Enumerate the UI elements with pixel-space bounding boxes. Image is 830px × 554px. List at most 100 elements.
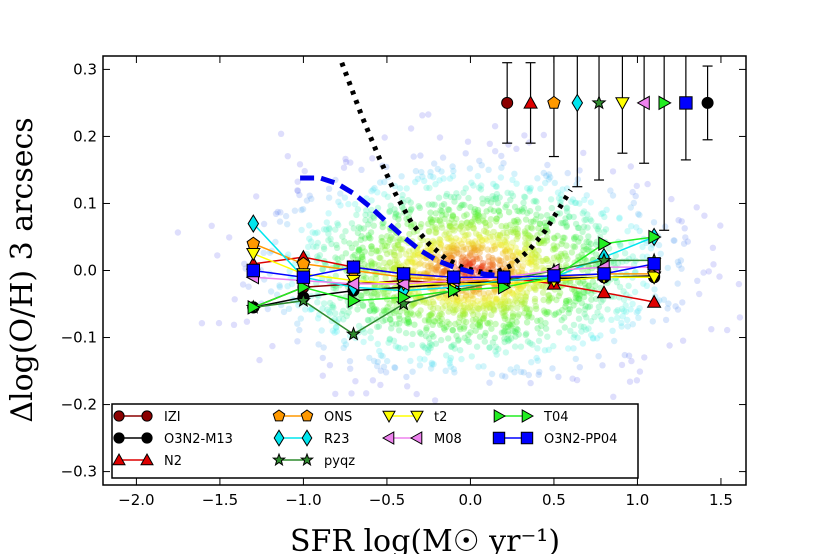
- scatter-point: [501, 338, 508, 346]
- scatter-point: [527, 258, 535, 265]
- scatter-point: [529, 341, 536, 348]
- scatter-point: [531, 298, 539, 305]
- scatter-point: [314, 315, 322, 322]
- scatter-point: [428, 218, 435, 226]
- scatter-point: [455, 336, 462, 343]
- scatter-point: [649, 318, 656, 325]
- scatter-point: [684, 238, 691, 245]
- scatter-point: [533, 305, 540, 313]
- scatter-point: [498, 296, 506, 304]
- scatter-point: [398, 173, 405, 180]
- scatter-point: [519, 256, 527, 263]
- scatter-point: [436, 312, 443, 319]
- scatter-point: [492, 343, 500, 350]
- scatter-point: [438, 224, 446, 231]
- scatter-point: [446, 223, 453, 230]
- scatter-point: [373, 247, 380, 254]
- scatter-point: [451, 345, 458, 352]
- scatter-point: [482, 329, 489, 337]
- scatter-point: [243, 318, 251, 325]
- legend-marker: [300, 409, 314, 422]
- scatter-point: [588, 331, 595, 339]
- scatter-point: [500, 312, 508, 320]
- scatter-point: [365, 317, 372, 324]
- scatter-point: [333, 324, 340, 331]
- scatter-point: [482, 300, 489, 308]
- scatter-point: [332, 285, 340, 293]
- scatter-point: [570, 334, 577, 341]
- scatter-point: [526, 188, 533, 195]
- scatter-point: [446, 357, 454, 364]
- scatter-point: [370, 213, 377, 220]
- scatter-point: [493, 215, 500, 222]
- scatter-point: [531, 295, 539, 302]
- scatter-point: [411, 252, 418, 259]
- scatter-point: [566, 298, 574, 305]
- scatter-point: [486, 304, 493, 311]
- scatter-point: [454, 246, 461, 253]
- scatter-point: [386, 300, 393, 307]
- scatter-point: [512, 220, 519, 228]
- scatter-point: [367, 258, 375, 265]
- scatter-point: [437, 241, 445, 249]
- scatter-point: [521, 299, 528, 306]
- scatter-point: [474, 247, 481, 254]
- scatter-point: [465, 338, 473, 345]
- scatter-point: [492, 196, 499, 203]
- scatter-point: [627, 204, 634, 211]
- scatter-point: [580, 323, 587, 331]
- scatter-point: [417, 260, 424, 267]
- scatter-point: [497, 298, 504, 305]
- scatter-point: [264, 305, 271, 313]
- scatter-point: [471, 244, 478, 251]
- scatter-point: [474, 264, 482, 271]
- scatter-point: [469, 322, 476, 330]
- scatter-point: [575, 287, 582, 295]
- scatter-point: [608, 316, 615, 323]
- scatter-point: [395, 344, 402, 351]
- scatter-point: [403, 373, 410, 381]
- scatter-point: [496, 261, 504, 269]
- scatter-point: [409, 252, 417, 259]
- scatter-point: [584, 268, 591, 275]
- scatter-point: [500, 305, 508, 312]
- scatter-point: [314, 253, 321, 260]
- scatter-point: [825, 249, 830, 255]
- scatter-point: [696, 290, 703, 298]
- scatter-point: [437, 207, 444, 214]
- scatter-point: [436, 236, 443, 243]
- scatter-point: [427, 365, 435, 372]
- scatter-point: [503, 222, 510, 229]
- data-point: [497, 270, 511, 284]
- scatter-point: [325, 185, 333, 192]
- scatter-point: [551, 235, 558, 242]
- scatter-point: [408, 302, 416, 309]
- scatter-point: [575, 295, 583, 303]
- scatter-point: [537, 213, 545, 220]
- scatter-point: [518, 206, 525, 213]
- scatter-point: [282, 212, 290, 220]
- scatter-point: [545, 292, 552, 299]
- scatter-point: [505, 209, 513, 216]
- scatter-point: [390, 248, 398, 256]
- scatter-point: [374, 358, 381, 366]
- scatter-point: [472, 316, 480, 323]
- scatter-point: [448, 254, 455, 262]
- scatter-point: [580, 247, 587, 254]
- scatter-point: [577, 323, 585, 330]
- scatter-point: [502, 349, 510, 356]
- scatter-point: [524, 338, 532, 345]
- scatter-point: [461, 304, 468, 311]
- scatter-point: [534, 317, 541, 324]
- scatter-point: [459, 307, 466, 315]
- scatter-point: [585, 233, 592, 240]
- scatter-point: [446, 320, 453, 328]
- scatter-point: [448, 247, 455, 254]
- scatter-point: [416, 254, 424, 261]
- scatter-point: [552, 310, 559, 317]
- scatter-point: [530, 283, 537, 290]
- data-point: [347, 293, 362, 309]
- scatter-point: [529, 252, 536, 259]
- scatter-point: [535, 253, 542, 261]
- scatter-point: [613, 279, 621, 286]
